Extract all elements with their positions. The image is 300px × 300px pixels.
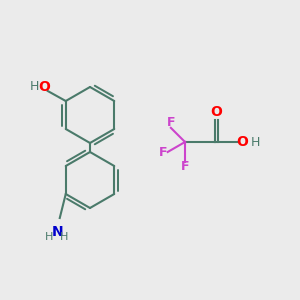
Text: H: H [60, 232, 68, 242]
Text: F: F [158, 146, 167, 158]
Text: O: O [38, 80, 50, 94]
Text: H: H [250, 136, 260, 148]
Text: H: H [45, 232, 53, 242]
Text: O: O [210, 105, 222, 119]
Text: O: O [236, 135, 248, 149]
Text: H: H [30, 80, 39, 94]
Text: F: F [181, 160, 189, 173]
Text: F: F [167, 116, 175, 129]
Text: N: N [52, 225, 64, 239]
